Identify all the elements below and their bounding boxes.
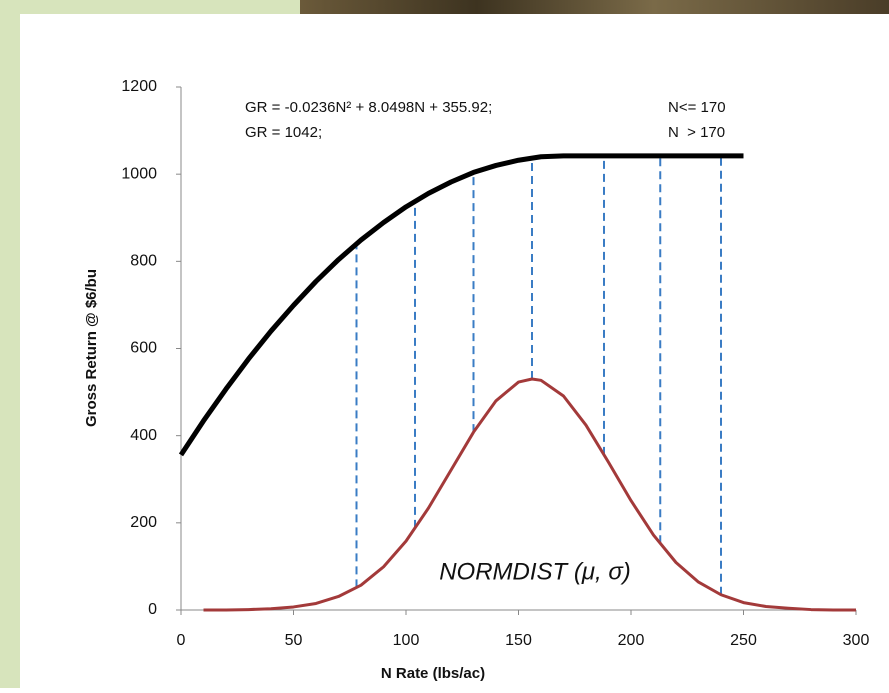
x-tick-label: 150: [505, 632, 532, 649]
x-tick-label: 300: [843, 632, 870, 649]
x-tick-label: 100: [393, 632, 420, 649]
series-line: [178, 153, 744, 457]
y-tick-label: 600: [130, 340, 157, 357]
x-tick-label: 200: [618, 632, 645, 649]
annotation: N<= 170: [668, 99, 726, 116]
y-tick-label: 400: [130, 427, 157, 444]
y-tick-label: 0: [148, 601, 157, 618]
annotation: N > 170: [668, 124, 725, 141]
y-tick-label: 800: [130, 253, 157, 270]
x-tick-label: 50: [285, 632, 303, 649]
y-tick-label: 200: [130, 514, 157, 531]
photo-strip: [300, 0, 889, 14]
y-tick-label: 1200: [121, 78, 157, 95]
chart-panel: [20, 14, 889, 688]
annotation: NORMDIST (μ, σ): [439, 558, 631, 585]
x-axis-title: N Rate (lbs/ac): [381, 665, 485, 682]
y-axis-title: Gross Return @ $6/bu: [83, 269, 100, 427]
y-tick-label: 1000: [121, 165, 157, 182]
series-line: [203, 377, 856, 612]
annotation: GR = -0.0236N² + 8.0498N + 355.92;: [245, 99, 492, 116]
x-tick-label: 250: [730, 632, 757, 649]
annotation: GR = 1042;: [245, 124, 322, 141]
x-tick-label: 0: [177, 632, 186, 649]
